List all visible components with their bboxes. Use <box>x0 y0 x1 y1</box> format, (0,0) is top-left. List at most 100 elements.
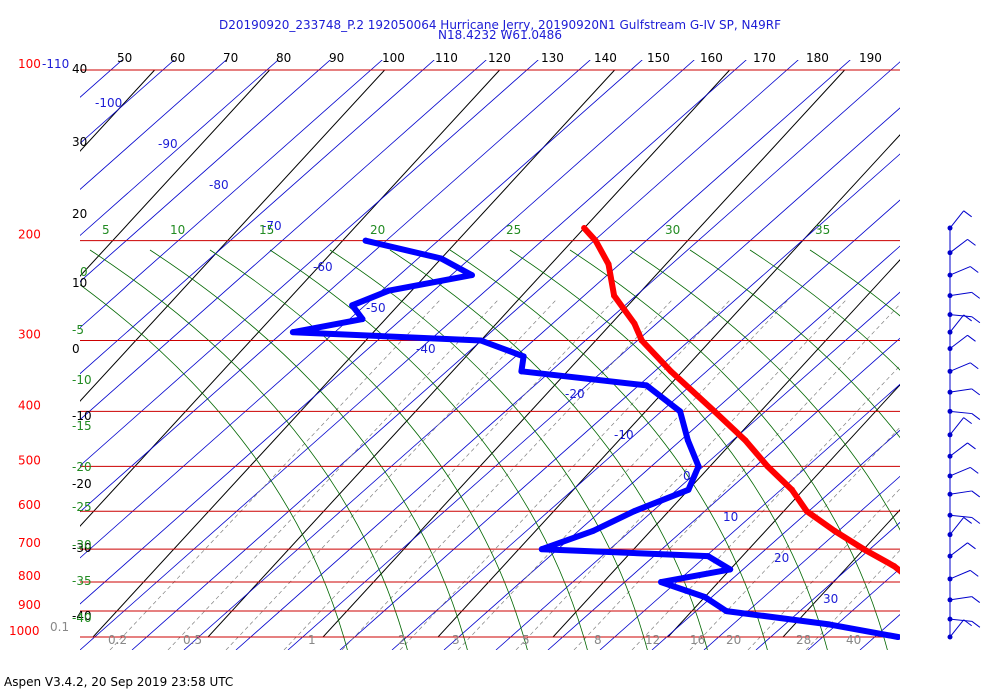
theta-label: 130 <box>541 51 564 65</box>
theta-label: 190 <box>859 51 882 65</box>
wind-barb <box>949 417 965 436</box>
isotherm-label: 20 <box>72 207 87 221</box>
wind-barb <box>949 569 971 580</box>
wind-barb <box>949 210 965 229</box>
moist-adiabat-label: 5 <box>102 223 110 237</box>
isotherm-inner-label: -100 <box>95 96 122 110</box>
isotherm-inner-label: -50 <box>366 301 386 315</box>
dry-adiabat-line <box>912 30 1000 650</box>
moist-left-label: 0 <box>80 265 88 279</box>
moist-adiabat-line <box>569 249 888 650</box>
pressure-label: 900 <box>18 598 41 612</box>
theta-label: 120 <box>488 51 511 65</box>
dewpoint-profile-point <box>704 553 711 560</box>
temperature-profile-point <box>788 486 795 493</box>
theta-label: 150 <box>647 51 670 65</box>
dry-adiabat-line <box>807 567 900 650</box>
temperature-profile-point <box>891 563 898 570</box>
moist-left-label: -15 <box>72 419 92 433</box>
moist-left-label: -30 <box>72 538 92 552</box>
temperature-profile-point <box>631 320 638 327</box>
isotherm-label: 40 <box>72 62 87 76</box>
theta-label: 110 <box>435 51 458 65</box>
wind-barb-flag <box>969 362 979 370</box>
temperature-profile-point <box>592 237 599 244</box>
isotherm-inner-label: 30 <box>823 592 838 606</box>
temperature-profile-point <box>711 408 718 415</box>
pressure-label: 700 <box>18 536 41 550</box>
wind-barb-flag <box>963 314 972 322</box>
dewpoint-profile-point <box>362 237 369 244</box>
mixing-ratio-label: 5 <box>522 633 530 647</box>
wind-barb-flag <box>963 210 972 218</box>
temperature-profile-point <box>764 463 771 470</box>
wind-barb <box>949 619 965 638</box>
chart-title: D20190920_233748_P.2 192050064 Hurricane… <box>0 19 1000 41</box>
dry-adiabat-line <box>80 60 643 559</box>
temperature-profile-point <box>611 292 618 299</box>
temperature-profile-point <box>803 508 810 515</box>
mixing-ratio-label: 40 <box>846 633 861 647</box>
wind-barb <box>949 466 971 477</box>
dry-adiabat-line <box>80 60 331 283</box>
wind-barb-flag <box>971 620 981 628</box>
mixing-ratio-line <box>805 549 900 650</box>
moist-adiabat-label: 30 <box>665 223 680 237</box>
dry-adiabat-line <box>755 521 900 650</box>
isotherm-inner-label: -10 <box>614 428 634 442</box>
temperature-profile-point <box>831 527 838 534</box>
isotherm-inner-label: -60 <box>313 260 333 274</box>
mixing-ratio-line <box>689 426 900 650</box>
isotherm-label: 30 <box>72 135 87 149</box>
mixing-ratio-line <box>747 488 900 650</box>
wind-barb-flag <box>971 596 981 603</box>
dry-adiabat-line <box>80 60 591 513</box>
wind-barb <box>949 596 972 601</box>
wind-barb <box>949 514 972 518</box>
dewpoint-profile-point <box>658 579 665 586</box>
dewpoint-profile-point <box>895 634 900 640</box>
dewpoint-profile-point <box>684 437 691 444</box>
pressure-label: -110 <box>42 57 69 71</box>
dry-adiabat-line <box>339 153 900 650</box>
temperature-profile <box>581 225 900 575</box>
wind-barb-flag <box>963 517 972 524</box>
wind-barb-flag <box>971 517 981 524</box>
moist-adiabat-label: 10 <box>170 223 185 237</box>
isotherm-inner-label: 0 <box>683 469 691 483</box>
dry-adiabat-line <box>80 60 539 467</box>
wind-barb <box>949 618 972 622</box>
pressure-label: 1000 <box>9 624 40 638</box>
pressure-label: 300 <box>18 328 41 342</box>
mixing-ratio-label: 0.2 <box>108 633 127 647</box>
dry-adiabat-line <box>287 107 900 650</box>
theta-label: 80 <box>276 51 291 65</box>
isotherm-line <box>80 69 501 527</box>
moist-adiabat-label: 25 <box>506 223 521 237</box>
temperature-profile-point <box>987 634 993 640</box>
moist-left-label: -10 <box>72 373 92 387</box>
dewpoint-profile-point <box>826 621 833 628</box>
dry-adiabat-line <box>80 60 487 421</box>
moist-left-label: -25 <box>72 500 92 514</box>
wind-barb <box>949 334 968 350</box>
isotherm-label: 10 <box>72 276 87 290</box>
mixing-ratio-label: 20 <box>726 633 741 647</box>
moist-left-label: -5 <box>72 323 84 337</box>
wind-barb-flag <box>967 442 976 450</box>
dry-adiabat-line <box>599 383 900 650</box>
dewpoint-profile-point <box>695 463 702 470</box>
moist-adiabat-line <box>89 249 408 650</box>
dewpoint-profile-point <box>289 329 296 336</box>
moist-adiabat-line <box>389 249 708 650</box>
theta-label: 100 <box>382 51 405 65</box>
dry-adiabat-line <box>80 60 435 375</box>
mixing-ratio-line <box>573 303 900 650</box>
dry-adiabat-line <box>651 429 900 650</box>
moist-adiabat-line <box>269 249 588 650</box>
wind-barb-flag <box>971 413 981 420</box>
isotherm-line <box>897 634 900 638</box>
moist-adiabat-line <box>629 249 900 531</box>
pressure-label: 400 <box>18 398 41 412</box>
